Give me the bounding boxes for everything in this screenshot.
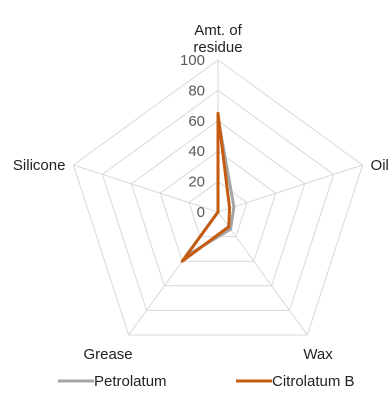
tick-label-20: 20 bbox=[188, 174, 205, 191]
axis-label-oil: Oil bbox=[371, 157, 389, 174]
radar-series bbox=[180, 111, 236, 263]
axis-labels: Amt. of residue Oil Wax Grease Silicone bbox=[13, 22, 389, 363]
legend: Petrolatum Citrolatum B bbox=[58, 373, 355, 390]
grid-ring-5 bbox=[72, 59, 364, 336]
series-line-citrolatum-b bbox=[180, 111, 232, 263]
tick-label-60: 60 bbox=[188, 113, 205, 130]
axis-label-silicone: Silicone bbox=[13, 157, 66, 174]
grid-ring-4 bbox=[101, 89, 335, 311]
grid-ring-3 bbox=[130, 120, 306, 287]
tick-label-80: 80 bbox=[188, 82, 205, 99]
spoke-1 bbox=[217, 164, 363, 213]
legend-label-petrolatum: Petrolatum bbox=[94, 373, 167, 390]
axis-label-grease: Grease bbox=[83, 346, 132, 363]
grid-ring-2 bbox=[159, 150, 277, 262]
spoke-2 bbox=[217, 211, 308, 336]
tick-label-100: 100 bbox=[180, 52, 205, 69]
radial-tick-labels: 0 20 40 60 80 100 bbox=[180, 52, 205, 221]
tick-label-0: 0 bbox=[197, 204, 205, 221]
tick-label-40: 40 bbox=[188, 143, 205, 160]
radar-grid bbox=[72, 59, 364, 336]
spoke-4 bbox=[73, 164, 219, 213]
axis-label-wax: Wax bbox=[303, 346, 333, 363]
axis-label-amt-of-residue: Amt. of residue bbox=[193, 22, 242, 56]
legend-label-citrolatum-b: Citrolatum B bbox=[272, 373, 355, 390]
